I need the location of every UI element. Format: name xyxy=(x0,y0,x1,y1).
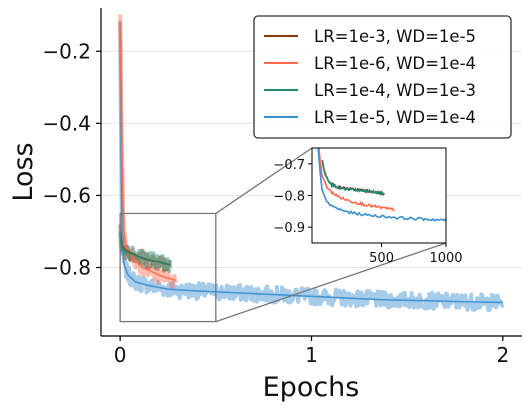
inset-line xyxy=(317,148,446,222)
x-tick-label: 0 xyxy=(114,343,127,367)
inset-series xyxy=(317,148,446,222)
zoom-region-box xyxy=(119,212,217,323)
inset-x-tick-label: 1000 xyxy=(429,251,462,266)
series-band xyxy=(118,14,178,289)
legend-label: LR=1e-3, WD=1e-5 xyxy=(314,27,476,46)
y-tick-label: −0.4 xyxy=(42,111,91,135)
inset-line xyxy=(318,148,395,212)
legend-label: LR=1e-6, WD=1e-4 xyxy=(314,54,476,73)
legend-label: LR=1e-4, WD=1e-3 xyxy=(314,81,476,100)
inset-background xyxy=(312,148,446,243)
legend: LR=1e-3, WD=1e-5 LR=1e-6, WD=1e-4 LR=1e-4,… xyxy=(253,15,512,139)
series-lines xyxy=(119,22,503,304)
y-tick-label: −0.8 xyxy=(42,256,91,280)
zoom-indicator xyxy=(119,147,447,323)
series-line xyxy=(119,22,503,304)
series-line xyxy=(119,231,171,266)
zoom-connector xyxy=(215,147,313,214)
series-line xyxy=(119,22,176,281)
x-axis-title: Epochs xyxy=(263,372,360,403)
axes: −0.2 −0.4 −0.6 −0.8 0 1 2 xyxy=(42,8,522,367)
y-axis-title: Loss xyxy=(8,142,39,201)
inset-line xyxy=(321,161,385,197)
x-tick-label: 1 xyxy=(305,343,318,367)
x-tick-label: 2 xyxy=(496,343,509,367)
inset-y-tick-label: −0.7 xyxy=(273,158,305,173)
inset-y-tick-label: −0.9 xyxy=(273,221,305,236)
y-tick-label: −0.6 xyxy=(42,183,91,207)
legend-label: LR=1e-5, WD=1e-4 xyxy=(314,108,476,127)
legend-box xyxy=(253,15,512,139)
inset-plot: −0.7 −0.8 −0.9 500 1000 xyxy=(273,147,463,266)
inset-y-tick-label: −0.8 xyxy=(273,190,305,205)
inset-x-tick-label: 500 xyxy=(369,251,394,266)
zoom-connector xyxy=(215,242,447,323)
y-tick-label: −0.2 xyxy=(42,39,91,63)
